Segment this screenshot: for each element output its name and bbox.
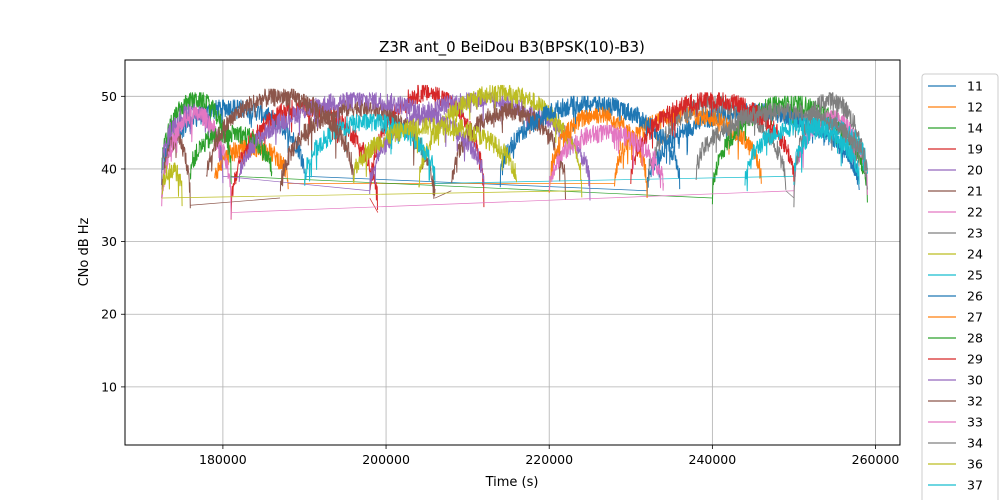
series-28 (189, 124, 273, 180)
y-tick-label: 20 (101, 307, 117, 322)
legend-label: 32 (967, 394, 983, 409)
legend-label: 33 (967, 415, 983, 430)
series-19-connector (369, 197, 379, 213)
y-axis-ticks: 10 20 30 40 50 (101, 89, 125, 394)
series-32 (206, 88, 354, 181)
series-20-connector (222, 175, 370, 192)
legend-label: 28 (967, 331, 983, 346)
x-tick-label: 260000 (852, 452, 900, 467)
series-33-trace (548, 124, 664, 192)
series-22-connector (231, 190, 794, 213)
series-21-connector (190, 197, 281, 206)
series-25-connector (434, 175, 794, 184)
series-34-trace (695, 103, 868, 180)
x-tick-label: 200000 (362, 452, 410, 467)
series-36-trace (352, 117, 518, 184)
series-33 (548, 124, 664, 192)
series-30-trace (238, 92, 485, 185)
x-axis-label: Time (s) (485, 475, 539, 490)
series-12-trace (214, 139, 289, 190)
chart-title: Z3R ant_0 BeiDou B3(BPSK(10)-B3) (379, 38, 645, 57)
legend-label: 29 (967, 352, 983, 367)
series-37-trace (744, 117, 860, 192)
series-37 (744, 117, 860, 192)
legend-label: 36 (967, 457, 983, 472)
legend-label: 20 (967, 163, 983, 178)
series-23-connector (785, 190, 795, 199)
legend-label: 27 (967, 310, 983, 325)
legend-label: 24 (967, 247, 983, 262)
y-tick-label: 10 (101, 379, 117, 394)
plot-lines (161, 84, 868, 220)
y-tick-label: 30 (101, 234, 117, 249)
legend: 11 12 14 19 20 21 22 23 24 25 26 27 28 29 30 32 33 34 36 37… (921, 73, 999, 500)
x-tick-label: 220000 (525, 452, 573, 467)
legend-label: 14 (967, 121, 983, 136)
series-24-trace (161, 162, 183, 207)
legend-label: 22 (967, 205, 983, 220)
plot-frame (124, 59, 901, 446)
legend-label: 21 (967, 184, 983, 199)
series-30 (238, 92, 485, 185)
legend-label: 37 (967, 478, 983, 493)
series-14-connector (231, 175, 713, 199)
series-14-trace (161, 92, 232, 185)
legend-label: 19 (967, 142, 983, 157)
legend-label: 34 (967, 436, 983, 451)
legend-label: 11 (967, 79, 983, 94)
series-23-trace (793, 92, 868, 208)
y-tick-label: 50 (101, 89, 117, 104)
x-tick-label: 180000 (199, 452, 247, 467)
series-23 (646, 92, 868, 208)
series-32-trace (206, 88, 354, 181)
series-24-trace (418, 84, 583, 198)
series-28-trace (189, 124, 273, 180)
series-19-trace (230, 99, 379, 220)
legend-label: 26 (967, 289, 983, 304)
legend-label: 30 (967, 373, 983, 388)
legend-label: 12 (967, 100, 983, 115)
legend-label: 25 (967, 268, 983, 283)
series-24-connector (161, 190, 582, 199)
series-24 (161, 84, 583, 207)
series-23-trace (646, 95, 787, 198)
x-tick-label: 240000 (689, 452, 737, 467)
series-34 (695, 103, 868, 180)
x-axis-ticks: 180000 200000 220000 240000 260000 (199, 445, 899, 467)
legend-box (921, 73, 999, 500)
y-tick-label: 40 (101, 161, 117, 176)
legend-label: 41 (967, 499, 983, 500)
series-21-connector (434, 190, 452, 199)
y-axis-label: CNo dB Hz (77, 217, 92, 286)
legend-label: 23 (967, 226, 983, 241)
series-36 (352, 117, 518, 184)
